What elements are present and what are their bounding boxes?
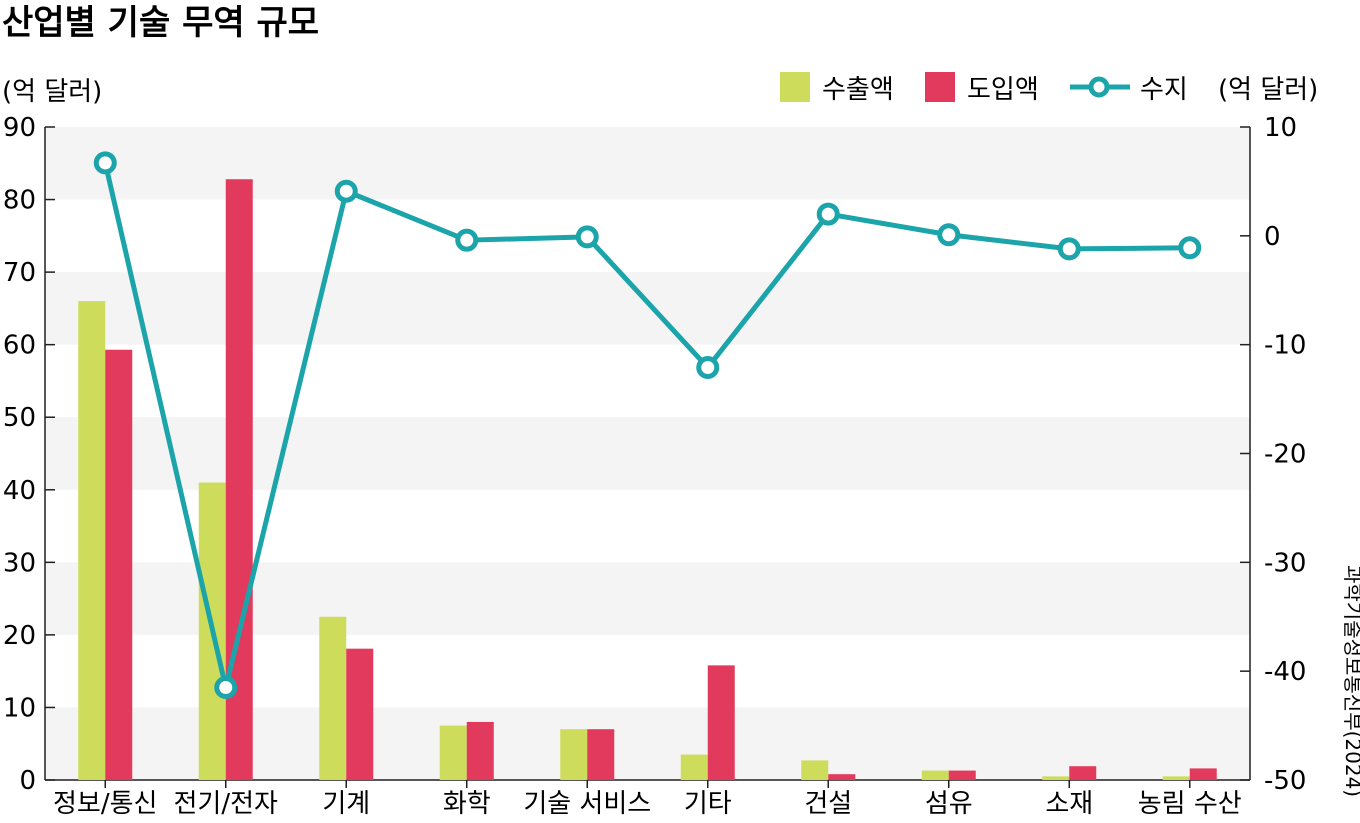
left-axis-tick-label: 80 [3,186,36,216]
x-axis-category-label: 기술 서비스 [523,789,651,819]
left-axis-tick-label: 90 [3,113,36,143]
left-axis-tick-label: 40 [3,476,36,506]
import-bar [346,648,374,780]
right-axis-tick-label: -50 [1264,766,1306,796]
left-axis-tick-label: 70 [3,258,36,288]
legend-export-swatch [780,72,810,102]
import-bar [105,349,133,780]
export-bar [78,301,106,780]
balance-point [1057,237,1081,261]
balance-point [214,675,238,699]
right-axis-tick-label: -10 [1264,331,1306,361]
balance-point [816,202,840,226]
source-note: 과학기술정보통신부(2024) [1341,565,1360,797]
export-bar [439,725,467,780]
right-axis-unit: (억 달러) [1218,75,1318,105]
chart-title: 산업별 기술 무역 규모 [2,3,319,43]
legend-export-label: 수출액 [822,75,894,105]
x-axis-category-label: 기계 [322,789,370,819]
x-axis-category-label: 섬유 [925,789,973,819]
balance-line-series [93,151,1202,699]
right-axis-tick-label: -30 [1264,548,1306,578]
balance-point [455,228,479,252]
x-axis-category-label: 화학 [443,789,491,819]
balance-point [334,179,358,203]
import-bar [466,721,494,780]
export-bar [1162,776,1190,780]
balance-point [696,356,720,380]
export-bar [319,616,347,780]
right-axis-tick-label: -40 [1264,657,1306,687]
export-bar [680,754,708,780]
right-axis-tick-label: 10 [1264,113,1297,143]
import-bar [1069,766,1097,780]
tick-labels: 0 10 20 30 40 50 60 70 80 90 -50 -40 -30 -20 -10 0 10 정보/… [3,113,1307,819]
export-bar [560,729,588,780]
import-bar [1189,768,1217,780]
import-bar [587,729,615,780]
export-bar [801,760,829,780]
right-axis-tick-label: 0 [1264,222,1281,252]
left-axis-tick-label: 20 [3,621,36,651]
legend: 수출액 도입액 수지 (억 달러) [780,72,1318,105]
left-axis-tick-label: 50 [3,403,36,433]
legend-balance-label: 수지 [1140,75,1188,105]
left-axis-unit: (억 달러) [2,77,102,107]
left-axis-tick-label: 10 [3,693,36,723]
x-axis-category-label: 건설 [804,789,852,819]
balance-line [102,162,1190,690]
x-axis-category-label: 농림 수산 [1138,789,1242,819]
import-bar [707,665,735,780]
left-axis-tick-label: 30 [3,548,36,578]
left-axis-tick-label: 60 [3,331,36,361]
left-axis-tick-label: 0 [19,766,36,796]
legend-import-label: 도입액 [967,75,1039,105]
legend-import-swatch [925,72,955,102]
x-axis-category-label: 소재 [1045,789,1093,819]
x-axis-category-label: 전기/전자 [174,789,279,819]
balance-point [575,225,599,249]
legend-balance-marker [1088,76,1110,98]
balance-point [1178,236,1202,260]
x-axis-category-label: 기타 [684,789,732,819]
balance-point [93,151,117,175]
import-bar [948,770,976,780]
x-axis-category-label: 정보/통신 [53,789,157,819]
export-bar [1042,776,1070,780]
bar-series [78,179,1217,781]
balance-point [937,223,961,247]
import-bar [828,774,856,780]
export-bar [921,770,949,780]
right-axis-tick-label: -20 [1264,440,1306,470]
